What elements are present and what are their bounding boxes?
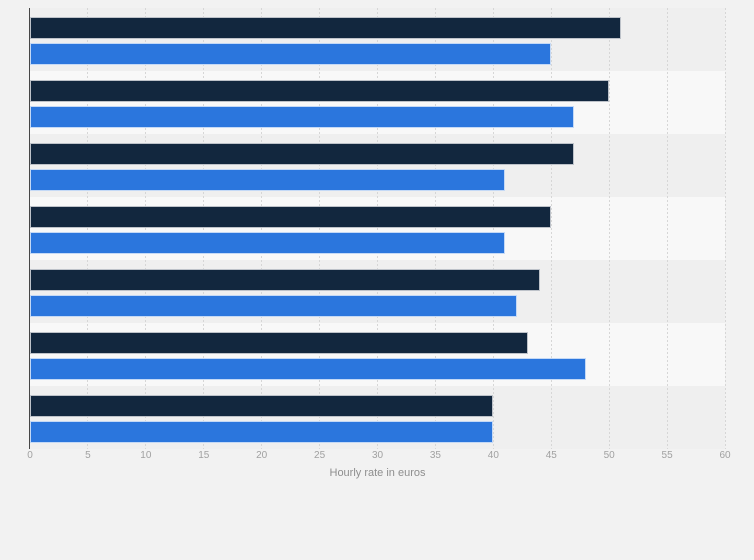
x-tick-label: 30 (371, 450, 384, 461)
gridline (724, 8, 726, 449)
gridline (377, 8, 378, 449)
bar-dark-navy-series-row-7[interactable] (30, 395, 494, 417)
x-tick-label: 0 (27, 450, 33, 461)
x-tick-label: 35 (429, 450, 441, 461)
x-tick-label: 55 (661, 450, 673, 461)
bar-dark-navy-series-row-3[interactable] (30, 143, 575, 165)
x-tick-label: 20 (256, 450, 268, 461)
bar-blue-series-row-7[interactable] (30, 421, 494, 443)
gridline (319, 8, 321, 449)
bar-blue-series-row-2[interactable] (30, 106, 575, 128)
bar-dark-navy-series-row-2[interactable] (30, 80, 610, 102)
gridline (145, 8, 147, 449)
gridline (434, 8, 436, 449)
x-axis-title: Hourly rate in euros (329, 467, 426, 479)
bar-blue-series-row-6[interactable] (30, 358, 586, 380)
x-tick-label: 5 (85, 450, 91, 461)
gridline (492, 8, 494, 449)
y-axis-line (29, 8, 31, 449)
bar-dark-navy-series-row-6[interactable] (30, 332, 529, 354)
x-tick-label: 45 (545, 450, 557, 461)
gridline (203, 8, 205, 449)
gridline (608, 8, 610, 449)
x-tick-label: 60 (719, 450, 731, 461)
bar-blue-series-row-3[interactable] (30, 169, 505, 191)
bar-blue-series-row-5[interactable] (30, 295, 517, 317)
bar-dark-navy-series-row-1[interactable] (30, 17, 621, 39)
bar-blue-series-row-4[interactable] (30, 232, 505, 254)
x-tick-label: 10 (140, 450, 152, 461)
x-tick-label: 50 (603, 450, 615, 461)
x-tick-label: 25 (314, 450, 326, 461)
gridline (666, 8, 668, 449)
x-tick-label: 15 (198, 450, 210, 461)
plot-area (30, 8, 726, 449)
bar-dark-navy-series-row-4[interactable] (30, 206, 552, 228)
x-tick-label: 40 (487, 450, 499, 461)
gridline (261, 8, 263, 449)
gridline (87, 8, 89, 449)
bar-dark-navy-series-row-5[interactable] (30, 269, 540, 291)
gridline (550, 8, 552, 449)
bar-blue-series-row-1[interactable] (30, 43, 552, 65)
